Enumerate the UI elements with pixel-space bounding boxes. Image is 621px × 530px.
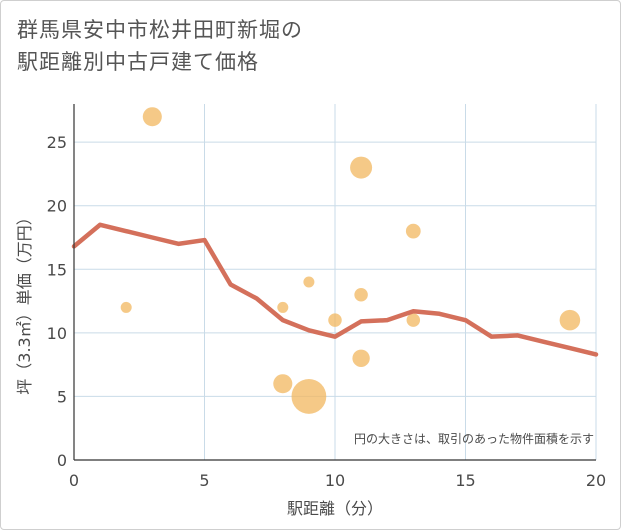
y-axis-label: 坪（3.3㎡）単価（万円） [15,209,34,394]
y-tick-label: 20 [47,197,67,216]
trend-line [71,222,599,357]
y-tick-label: 5 [57,387,67,406]
data-bubble [559,309,581,331]
x-tick-label: 0 [69,471,79,490]
data-bubble [277,301,289,313]
y-tick-label: 25 [47,133,67,152]
x-tick-label: 20 [586,471,606,490]
chart-title-line-1: 群馬県安中市松井田町新堀の [17,18,303,42]
y-tick-label: 0 [57,451,67,470]
data-bubble [273,374,293,394]
data-bubble [405,223,421,239]
y-tick-label: 10 [47,324,67,343]
data-bubble [120,301,132,313]
bubble-size-note: 円の大きさは、取引のあった物件面積を示す [354,431,594,446]
axes: 0 5 10 15 20 25 0 5 10 15 20 [47,104,606,490]
data-bubble [303,276,315,288]
x-tick-label: 15 [455,471,475,490]
data-bubble [352,349,370,367]
grid-lines [74,104,597,460]
x-axis-label: 駅距離（分） [287,499,383,518]
data-bubble [350,156,373,179]
chart-title: 群馬県安中市松井田町新堀の 駅距離別中古戸建て価格 [17,14,303,78]
x-tick-label: 5 [199,471,209,490]
data-bubble [406,313,421,327]
data-bubble [291,379,327,414]
data-bubble [354,287,368,302]
trend-series [71,222,599,357]
x-tick-label: 10 [325,471,345,490]
chart-title-line-2: 駅距離別中古戸建て価格 [17,50,259,74]
bubble-series [120,107,581,414]
data-bubble [142,107,162,127]
y-tick-label: 15 [47,260,67,279]
data-bubble [328,313,342,327]
